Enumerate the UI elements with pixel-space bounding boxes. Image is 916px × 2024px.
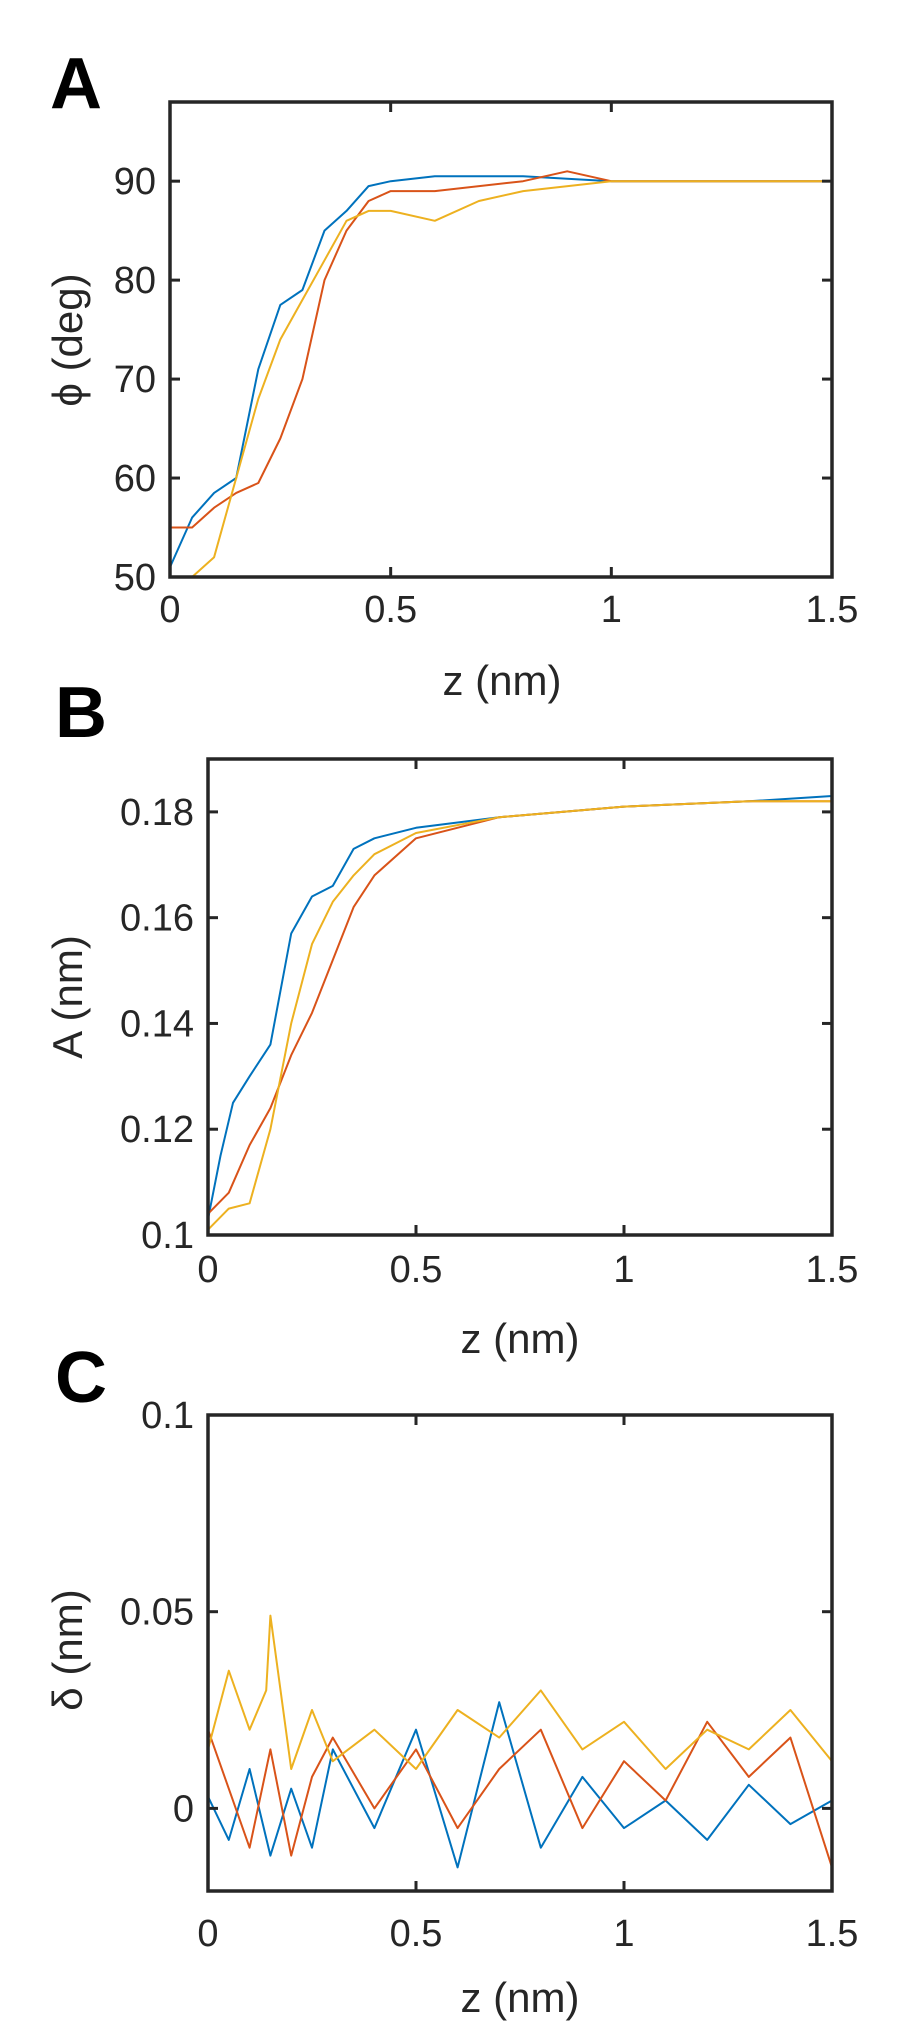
panel-a-xtick-label: 1 — [601, 589, 622, 631]
panel-a-xtick-label: 0.5 — [364, 589, 417, 631]
panel-a-ytick-label: 50 — [114, 557, 156, 599]
panel-a-letter: A — [50, 44, 102, 124]
panel-c-ytick-label: 0 — [173, 1788, 194, 1830]
panel-b-axes — [206, 757, 834, 1237]
panel-a-series-run-1 — [169, 175, 832, 568]
panel-a-axes — [168, 100, 834, 579]
panel-c-xtick-label: 1.5 — [806, 1913, 859, 1955]
panel-c-ylabel: δ (nm) — [44, 1589, 91, 1710]
panel-b-xtick-label: 0 — [197, 1249, 218, 1291]
panel-b-ytick-label: 0.18 — [120, 792, 194, 834]
panel-a: A 0 0.5 1 1.5 50 60 70 80 90 z (nm) ϕ (deg) — [44, 44, 858, 704]
panel-c-ticks: 0 0.5 1 1.5 0 0.05 0.1 — [120, 1395, 858, 1955]
panel-b-xtick-label: 0.5 — [390, 1249, 443, 1291]
panel-a-ytick-label: 70 — [114, 359, 156, 401]
panel-b-ylabel: A (nm) — [44, 935, 91, 1059]
panel-b-xtick-label: 1.5 — [806, 1249, 859, 1291]
panel-a-series — [169, 170, 832, 578]
panel-a-series-run-3 — [170, 180, 832, 578]
panel-c-series-run-3 — [207, 1614, 833, 1770]
panel-b-ytick-label: 0.1 — [141, 1215, 194, 1257]
panel-a-xtick-label: 0 — [159, 589, 180, 631]
panel-b-ytick-label: 0.16 — [120, 898, 194, 940]
panel-c-xtick-label: 0 — [197, 1913, 218, 1955]
panel-b-ytick-label: 0.14 — [120, 1003, 194, 1045]
panel-a-ytick-label: 80 — [114, 260, 156, 302]
panel-b-ticks: 0 0.5 1 1.5 0.1 0.12 0.14 0.16 0.18 — [120, 759, 858, 1291]
panel-a-ytick-label: 90 — [114, 161, 156, 203]
panel-c-axes — [206, 1413, 834, 1893]
panel-b-series-run-3 — [207, 800, 832, 1231]
panel-b-series — [207, 795, 833, 1231]
panel-c-ytick-label: 0.05 — [120, 1592, 194, 1634]
panel-a-ytick-label: 60 — [114, 458, 156, 500]
panel-a-xlabel: z (nm) — [443, 657, 562, 704]
panel-c-series-run-1 — [207, 1701, 833, 1869]
panel-c-xtick-label: 0.5 — [390, 1913, 443, 1955]
panel-b-xtick-label: 1 — [613, 1249, 634, 1291]
panel-a-ylabel: ϕ (deg) — [44, 273, 91, 406]
panel-c-letter: C — [55, 1338, 107, 1418]
panel-b-series-run-2 — [207, 800, 832, 1215]
panel-b-ytick-label: 0.12 — [120, 1109, 194, 1151]
panel-a-ticks: 0 0.5 1 1.5 50 60 70 80 90 — [114, 102, 859, 631]
panel-a-xtick-label: 1.5 — [806, 589, 859, 631]
panel-c-series-run-2 — [207, 1720, 833, 1868]
panel-c: C 0 0.5 1 1.5 0 0.05 0.1 z (nm) δ (nm) — [44, 1338, 858, 2021]
panel-a-series-run-2 — [170, 170, 832, 529]
panel-b-series-run-1 — [207, 795, 833, 1220]
panel-c-series — [207, 1614, 833, 1869]
panel-b-xlabel: z (nm) — [461, 1315, 580, 1362]
panel-b: B 0 0.5 1 1.5 0.1 0.12 0.14 0.16 0.18 z (nm) A (… — [44, 673, 858, 1362]
panel-b-letter: B — [55, 673, 107, 753]
panel-c-xtick-label: 1 — [613, 1913, 634, 1955]
panel-c-ytick-label: 0.1 — [141, 1395, 194, 1437]
panel-c-xlabel: z (nm) — [461, 1974, 580, 2021]
